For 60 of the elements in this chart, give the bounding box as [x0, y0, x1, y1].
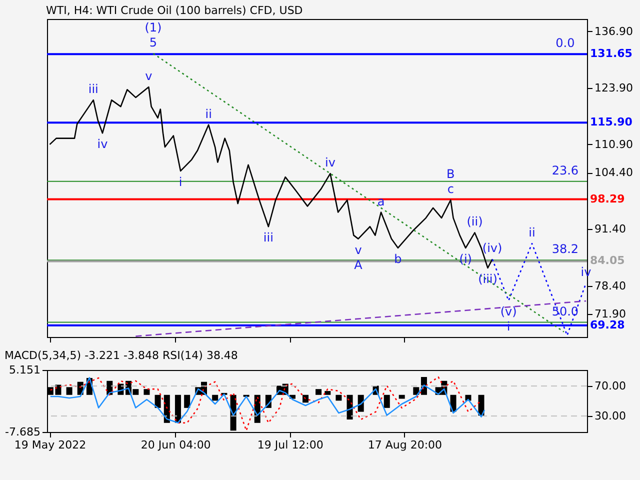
y-tick-label: 78.40 [594, 279, 626, 292]
annotation: (iii) [478, 272, 498, 286]
bar [144, 389, 150, 395]
annotation: 0.0 [556, 36, 575, 50]
bar [212, 394, 218, 401]
y-tick-label: 104.40 [594, 166, 633, 180]
annotation: i [178, 174, 182, 189]
bar [66, 387, 72, 395]
annotation: iii [88, 82, 98, 96]
line-series [50, 376, 482, 432]
y-tick-label: 91.40 [594, 222, 626, 236]
bar [154, 394, 161, 408]
annotation: 5 [149, 36, 158, 50]
ref-line-label: 98.29 [590, 192, 625, 206]
annotation: A [354, 258, 364, 272]
annotation: iv [97, 137, 108, 152]
bar [174, 394, 181, 423]
x-tick-label: 20 Jun 04:00 [140, 438, 211, 452]
chart-title: WTI, H4: WTI Crude Oil (100 barrels) CFD, USD [46, 4, 303, 17]
annotation: (ii) [466, 214, 483, 229]
y-tick-label: 110.90 [594, 138, 633, 151]
x-tick-label: 17 Aug 20:00 [368, 438, 442, 452]
line-series [50, 377, 486, 424]
x-tick-label: 19 May 2022 [14, 438, 86, 452]
annotation: iii [263, 230, 274, 245]
y-tick-label: 136.90 [594, 24, 633, 38]
ref-line-label: 131.65 [590, 47, 632, 60]
y-tick-label: -7.685 [5, 426, 40, 438]
y-tick-label: 71.90 [594, 308, 626, 321]
y-tick-label: 5.151 [9, 364, 40, 376]
annotation: 23.6 [552, 163, 579, 178]
annotation: 38.2 [552, 242, 579, 256]
y2-tick-label: 70.00 [594, 379, 626, 392]
annotation: v [145, 69, 152, 84]
annotation: ii [528, 226, 536, 240]
annotation: B [446, 167, 455, 182]
ref-line-label: 115.90 [590, 116, 633, 129]
ref-line-label: 69.28 [590, 318, 625, 332]
annotation: (1) [144, 20, 162, 35]
ref-line-label: 84.05 [590, 254, 625, 268]
y-tick-label: 123.90 [594, 81, 633, 94]
annotation: 50.0 [552, 304, 579, 318]
annotation: c [447, 182, 454, 196]
bar [384, 394, 390, 408]
bar [184, 394, 190, 408]
annotation: ii [205, 106, 212, 121]
bar [398, 394, 405, 399]
annotation: (iv) [482, 241, 502, 256]
annotation: i [506, 320, 510, 334]
bar [413, 387, 420, 395]
x-tick-label: 19 Jul 12:00 [257, 438, 324, 452]
bar [316, 389, 322, 395]
annotation: iv [325, 156, 336, 170]
annotation: v [354, 242, 362, 257]
bar [336, 394, 342, 401]
y2-tick-label: 30.00 [594, 410, 626, 423]
chart-title: MACD(5,34,5) -3.221 -3.848 RSI(14) 38.48 [4, 349, 238, 362]
bar [302, 394, 309, 403]
bar [324, 391, 331, 395]
annotation: (v) [500, 304, 517, 319]
